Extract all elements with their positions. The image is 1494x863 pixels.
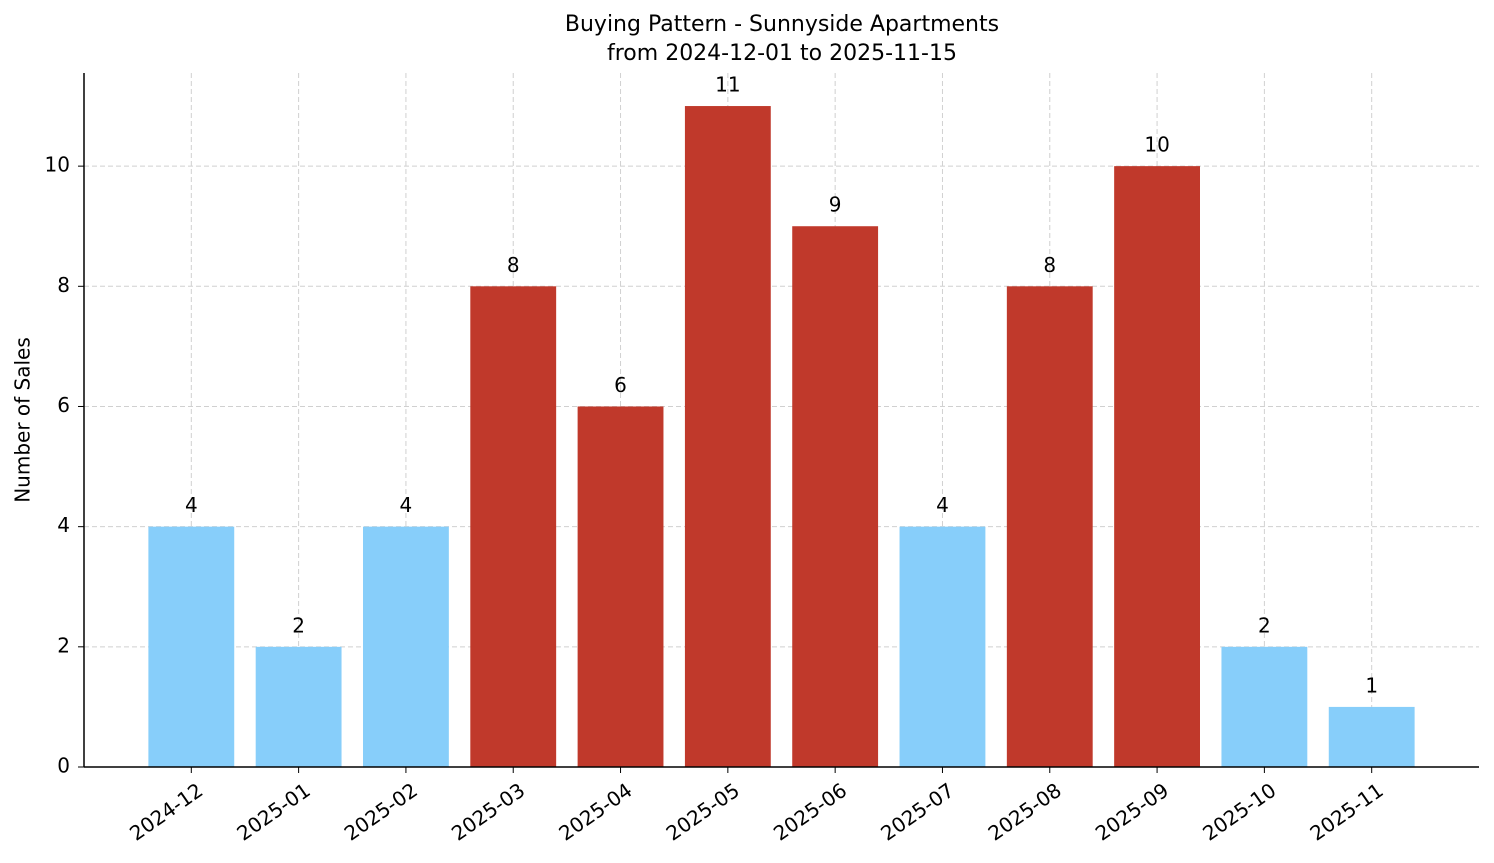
value-label: 10 [1144,133,1169,157]
value-label: 4 [400,493,413,517]
y-tick-label: 8 [57,273,70,297]
y-axis-label: Number of Sales [11,337,35,503]
bar [684,106,771,768]
value-label: 9 [829,193,842,217]
value-label: 1 [1365,673,1378,697]
x-tick-label: 2025-10 [1198,778,1280,846]
y-tick-label: 4 [57,513,70,537]
chart-title: Buying Pattern - Sunnyside Apartments [565,12,999,37]
bar [148,526,235,767]
bar [1328,706,1415,767]
bar [899,526,986,767]
x-tick-label: 2025-06 [769,778,851,846]
bar [255,646,342,767]
bar [792,226,879,768]
bar [363,526,449,767]
value-label: 11 [715,73,740,97]
x-tick-label: 2025-01 [232,778,314,846]
x-tick-label: 2025-11 [1305,778,1387,846]
x-tick-label: 2024-12 [125,778,207,846]
bar [577,406,664,767]
bar [1221,646,1308,767]
bar [1006,286,1093,767]
value-label: 2 [292,613,305,637]
x-tick-label: 2025-04 [554,778,636,846]
y-tick-label: 10 [45,153,70,177]
x-tick-label: 2025-03 [447,778,529,846]
value-label: 6 [614,373,627,397]
y-tick-label: 6 [57,393,70,417]
x-tick-label: 2025-09 [1091,778,1173,846]
value-label: 4 [936,493,949,517]
y-tick-label: 2 [57,633,70,657]
value-label: 8 [1043,253,1056,277]
x-tick-label: 2025-08 [984,778,1066,846]
x-tick-label: 2025-02 [340,778,422,846]
bar [1114,166,1200,767]
value-label: 4 [185,493,198,517]
value-label: 8 [507,253,520,277]
value-label: 2 [1258,613,1271,637]
x-tick-label: 2025-07 [876,778,958,846]
chart-subtitle: from 2024-12-01 to 2025-11-15 [607,41,957,66]
y-tick-label: 0 [57,754,70,778]
x-tick-label: 2025-05 [662,778,744,846]
bar [470,286,557,767]
